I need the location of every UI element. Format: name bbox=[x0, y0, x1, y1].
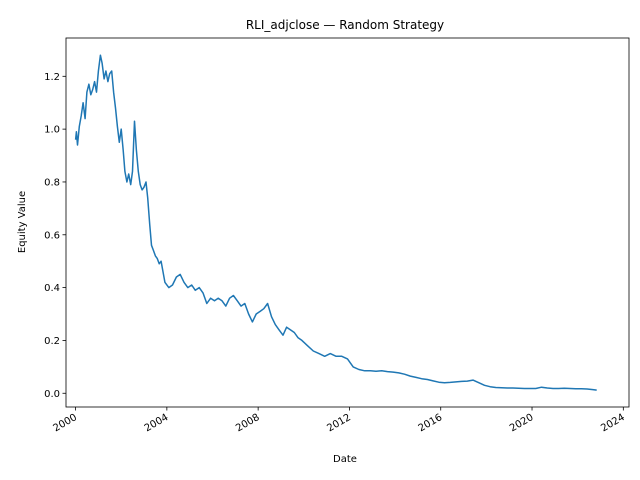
y-axis: 0.0 0.2 0.4 0.6 0.8 1.0 1.2 bbox=[44, 72, 66, 400]
chart-title: RLI_adjclose — Random Strategy bbox=[246, 18, 444, 32]
y-tick-label: 0.8 bbox=[44, 177, 60, 188]
y-tick-label: 0.6 bbox=[44, 230, 60, 241]
series-line-0 bbox=[74, 54, 597, 391]
y-tick-label: 1.0 bbox=[44, 125, 60, 136]
y-tick-label: 0.0 bbox=[44, 389, 60, 400]
plot-area bbox=[74, 54, 597, 391]
axes-frame bbox=[65, 37, 630, 408]
y-tick-label: 1.2 bbox=[44, 72, 60, 83]
x-axis-label: Date bbox=[333, 454, 357, 465]
y-axis-label: Equity Value bbox=[17, 191, 28, 253]
y-tick-label: 0.4 bbox=[44, 283, 60, 294]
y-tick-label: 0.2 bbox=[44, 336, 60, 347]
